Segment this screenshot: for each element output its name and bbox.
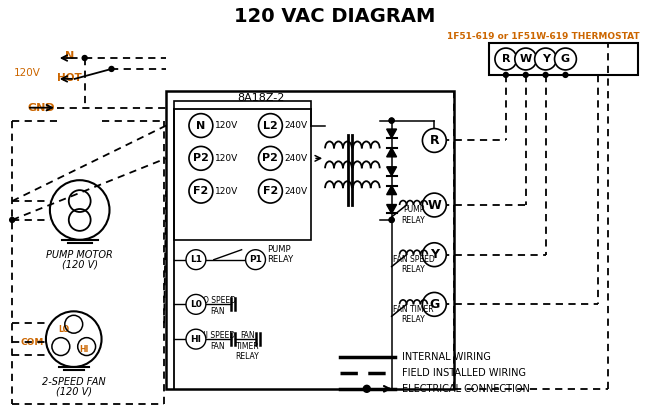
Text: 120V: 120V <box>215 121 238 130</box>
Text: L0: L0 <box>190 300 202 309</box>
Circle shape <box>389 217 394 222</box>
Text: 8A18Z-2: 8A18Z-2 <box>237 93 284 103</box>
Bar <box>174 101 311 240</box>
Text: HOT: HOT <box>58 73 82 83</box>
Text: 120V: 120V <box>14 68 41 78</box>
Circle shape <box>422 129 446 153</box>
Text: L1: L1 <box>190 255 202 264</box>
Circle shape <box>389 217 394 222</box>
Polygon shape <box>387 186 397 194</box>
Text: 2-SPEED FAN: 2-SPEED FAN <box>42 377 106 387</box>
Text: 240V: 240V <box>284 186 308 196</box>
Circle shape <box>543 72 548 78</box>
Text: R: R <box>502 54 510 64</box>
Text: N: N <box>196 121 206 131</box>
Circle shape <box>535 48 557 70</box>
Text: F2: F2 <box>193 186 208 196</box>
Text: L2: L2 <box>263 121 278 131</box>
Circle shape <box>189 114 213 137</box>
Text: Y: Y <box>541 54 549 64</box>
Text: (120 V): (120 V) <box>62 260 98 270</box>
Text: INTERNAL WIRING: INTERNAL WIRING <box>401 352 490 362</box>
Text: HI SPEED
FAN: HI SPEED FAN <box>200 331 235 351</box>
Bar <box>166 91 454 389</box>
Circle shape <box>189 179 213 203</box>
Text: GND: GND <box>27 103 55 113</box>
Text: PUMP
RELAY: PUMP RELAY <box>267 245 293 264</box>
Circle shape <box>555 48 576 70</box>
Text: HI: HI <box>190 335 202 344</box>
Circle shape <box>246 250 265 269</box>
Text: COM: COM <box>20 338 44 347</box>
Text: LO: LO <box>58 325 70 334</box>
Polygon shape <box>387 129 397 138</box>
Text: PUMP
RELAY: PUMP RELAY <box>401 205 425 225</box>
Circle shape <box>189 146 213 170</box>
Circle shape <box>363 385 371 392</box>
Text: FIELD INSTALLED WIRING: FIELD INSTALLED WIRING <box>401 368 525 378</box>
Text: 240V: 240V <box>284 154 308 163</box>
Circle shape <box>503 72 509 78</box>
Text: Y: Y <box>430 248 439 261</box>
Text: 120 VAC DIAGRAM: 120 VAC DIAGRAM <box>234 7 436 26</box>
Text: 120V: 120V <box>215 154 238 163</box>
Circle shape <box>259 179 282 203</box>
Circle shape <box>523 72 528 78</box>
Text: P2: P2 <box>193 153 209 163</box>
Text: W: W <box>520 54 532 64</box>
Circle shape <box>82 56 87 60</box>
Circle shape <box>9 217 15 222</box>
Circle shape <box>495 48 517 70</box>
Polygon shape <box>387 148 397 157</box>
Text: F2: F2 <box>263 186 278 196</box>
Circle shape <box>259 114 282 137</box>
Polygon shape <box>387 204 397 213</box>
Text: FAN
TIMER
RELAY: FAN TIMER RELAY <box>236 331 259 361</box>
Text: P1: P1 <box>249 255 262 264</box>
Circle shape <box>422 193 446 217</box>
Text: 240V: 240V <box>284 121 308 130</box>
Text: ELECTRICAL CONNECTION: ELECTRICAL CONNECTION <box>401 384 529 394</box>
Circle shape <box>186 295 206 314</box>
Text: 1F51-619 or 1F51W-619 THERMOSTAT: 1F51-619 or 1F51W-619 THERMOSTAT <box>448 32 640 41</box>
Circle shape <box>422 292 446 316</box>
Circle shape <box>422 243 446 266</box>
Circle shape <box>563 72 568 78</box>
Circle shape <box>389 118 394 123</box>
Circle shape <box>515 48 537 70</box>
Text: G: G <box>561 54 570 64</box>
Text: FAN TIMER
RELAY: FAN TIMER RELAY <box>393 305 433 324</box>
Text: (120 V): (120 V) <box>56 387 92 397</box>
Circle shape <box>186 250 206 269</box>
Text: W: W <box>427 199 442 212</box>
Text: 120V: 120V <box>215 186 238 196</box>
Text: FAN SPEED
RELAY: FAN SPEED RELAY <box>393 255 434 274</box>
Text: R: R <box>429 134 439 147</box>
Text: HI: HI <box>79 344 88 354</box>
Circle shape <box>389 118 394 123</box>
Polygon shape <box>387 167 397 176</box>
Text: P2: P2 <box>263 153 278 163</box>
Circle shape <box>109 67 114 71</box>
Text: LO SPEED
FAN: LO SPEED FAN <box>199 296 237 316</box>
Text: N: N <box>65 51 74 61</box>
Circle shape <box>186 329 206 349</box>
Text: G: G <box>429 298 440 311</box>
Text: PUMP MOTOR: PUMP MOTOR <box>46 250 113 260</box>
Bar <box>489 43 638 75</box>
Circle shape <box>259 146 282 170</box>
